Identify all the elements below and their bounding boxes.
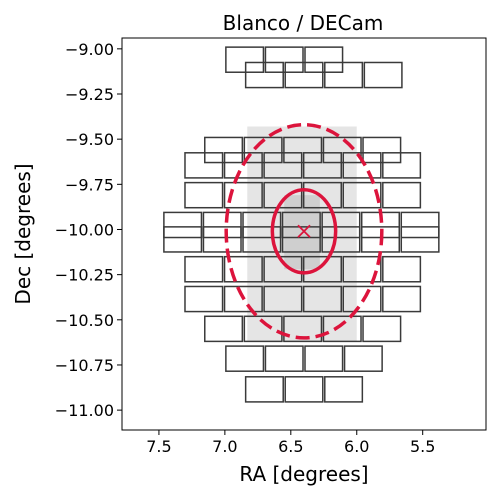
ccd-chip [163, 226, 203, 253]
ccd-chip [184, 152, 224, 179]
inner-ellipse-solid [270, 187, 338, 275]
ccd-chip [382, 255, 422, 283]
center-marker [297, 224, 311, 238]
ccd-chip [321, 211, 361, 239]
x-tick-label: 7.5 [146, 437, 171, 456]
ccd-chip [302, 255, 342, 283]
ccd-chip [382, 285, 422, 313]
ccd-chip [324, 376, 364, 403]
ccd-chip [302, 152, 342, 179]
ccd-chip [342, 181, 382, 209]
ccd-chip [322, 136, 362, 164]
ccd-chip [302, 181, 342, 209]
ccd-chip [382, 152, 422, 179]
ccd-chip [304, 345, 344, 372]
x-tick-label: 5.5 [410, 437, 435, 456]
ccd-chip [400, 211, 440, 239]
ccd-chip [263, 152, 303, 179]
ccd-chip [244, 376, 284, 403]
ccd-chip [322, 315, 362, 343]
ccd-chip [243, 136, 283, 164]
ccd-chip [223, 181, 263, 209]
y-tick-label: −9.75 [65, 175, 114, 194]
y-tick-label: −9.00 [65, 40, 114, 59]
y-tick-label: −9.25 [65, 85, 114, 104]
ccd-chip [284, 376, 324, 403]
ccd-chip [362, 315, 402, 343]
ccd-chip [204, 136, 244, 164]
ccd-chip [263, 255, 303, 283]
ccd-chip [184, 255, 224, 283]
y-tick-label: −11.00 [55, 401, 114, 420]
chart-title: Blanco / DECam [223, 11, 384, 35]
ccd-chip [244, 61, 284, 89]
ccd-chip [243, 315, 283, 343]
ccd-chip [242, 211, 282, 239]
ccd-chip [281, 226, 321, 253]
ccd-chip [283, 136, 323, 164]
ccd-chip [264, 345, 304, 372]
ccd-chip [363, 61, 403, 89]
y-tick-label: −10.00 [55, 220, 114, 239]
ccd-chip [225, 46, 265, 73]
marker-layer [297, 224, 311, 238]
ccd-chip [321, 226, 361, 253]
x-tick-label: 7.0 [212, 437, 237, 456]
ccd-chip [202, 211, 242, 239]
ccd-chip [184, 285, 224, 313]
y-tick-label: −10.75 [55, 356, 114, 375]
ccd-chip [400, 226, 440, 253]
ccd-chip [283, 315, 323, 343]
ccd-chip [204, 315, 244, 343]
ccd-chip [202, 226, 242, 253]
x-tick-label: 6.0 [344, 437, 369, 456]
ccd-chip [242, 226, 282, 253]
ccd-chip [342, 255, 382, 283]
ccd-chip [263, 181, 303, 209]
ellipse-layer [224, 122, 384, 340]
ccd-chip [163, 211, 203, 239]
ccd-chip [184, 181, 224, 209]
ccd-chip [284, 61, 324, 89]
ccd-chip [382, 181, 422, 209]
y-tick-label: −10.25 [55, 266, 114, 285]
ccd-chip [302, 285, 342, 313]
x-axis-label: RA [degrees] [239, 462, 368, 486]
ccd-chip [304, 46, 344, 73]
ccd-chip [281, 211, 321, 239]
ccd-chip [324, 61, 364, 89]
y-axis-label: Dec [degrees] [11, 163, 35, 304]
ccd-chip [264, 46, 304, 73]
ccd-chip [225, 345, 265, 372]
ccd-chip [263, 285, 303, 313]
y-tick-label: −9.50 [65, 130, 114, 149]
ccd-chip [342, 152, 382, 179]
ccd-chip [342, 285, 382, 313]
ccd-chip [223, 285, 263, 313]
x-axis-ticks: 7.5 7.0 6.5 6.0 5.5 [146, 430, 435, 456]
x-tick-label: 6.5 [278, 437, 303, 456]
axes-frame [121, 37, 487, 431]
ccd-chip [343, 345, 383, 372]
ccd-chip [223, 152, 263, 179]
y-axis-ticks: −9.00 −9.25 −9.50 −9.75 −10.00 −10.25 −10.50 −1… [55, 40, 122, 420]
ccd-layer [163, 46, 440, 403]
outer-ellipse-dashed [224, 122, 384, 340]
ccd-chip [362, 136, 402, 164]
y-tick-label: −10.50 [55, 311, 114, 330]
ccd-chip [223, 255, 263, 283]
